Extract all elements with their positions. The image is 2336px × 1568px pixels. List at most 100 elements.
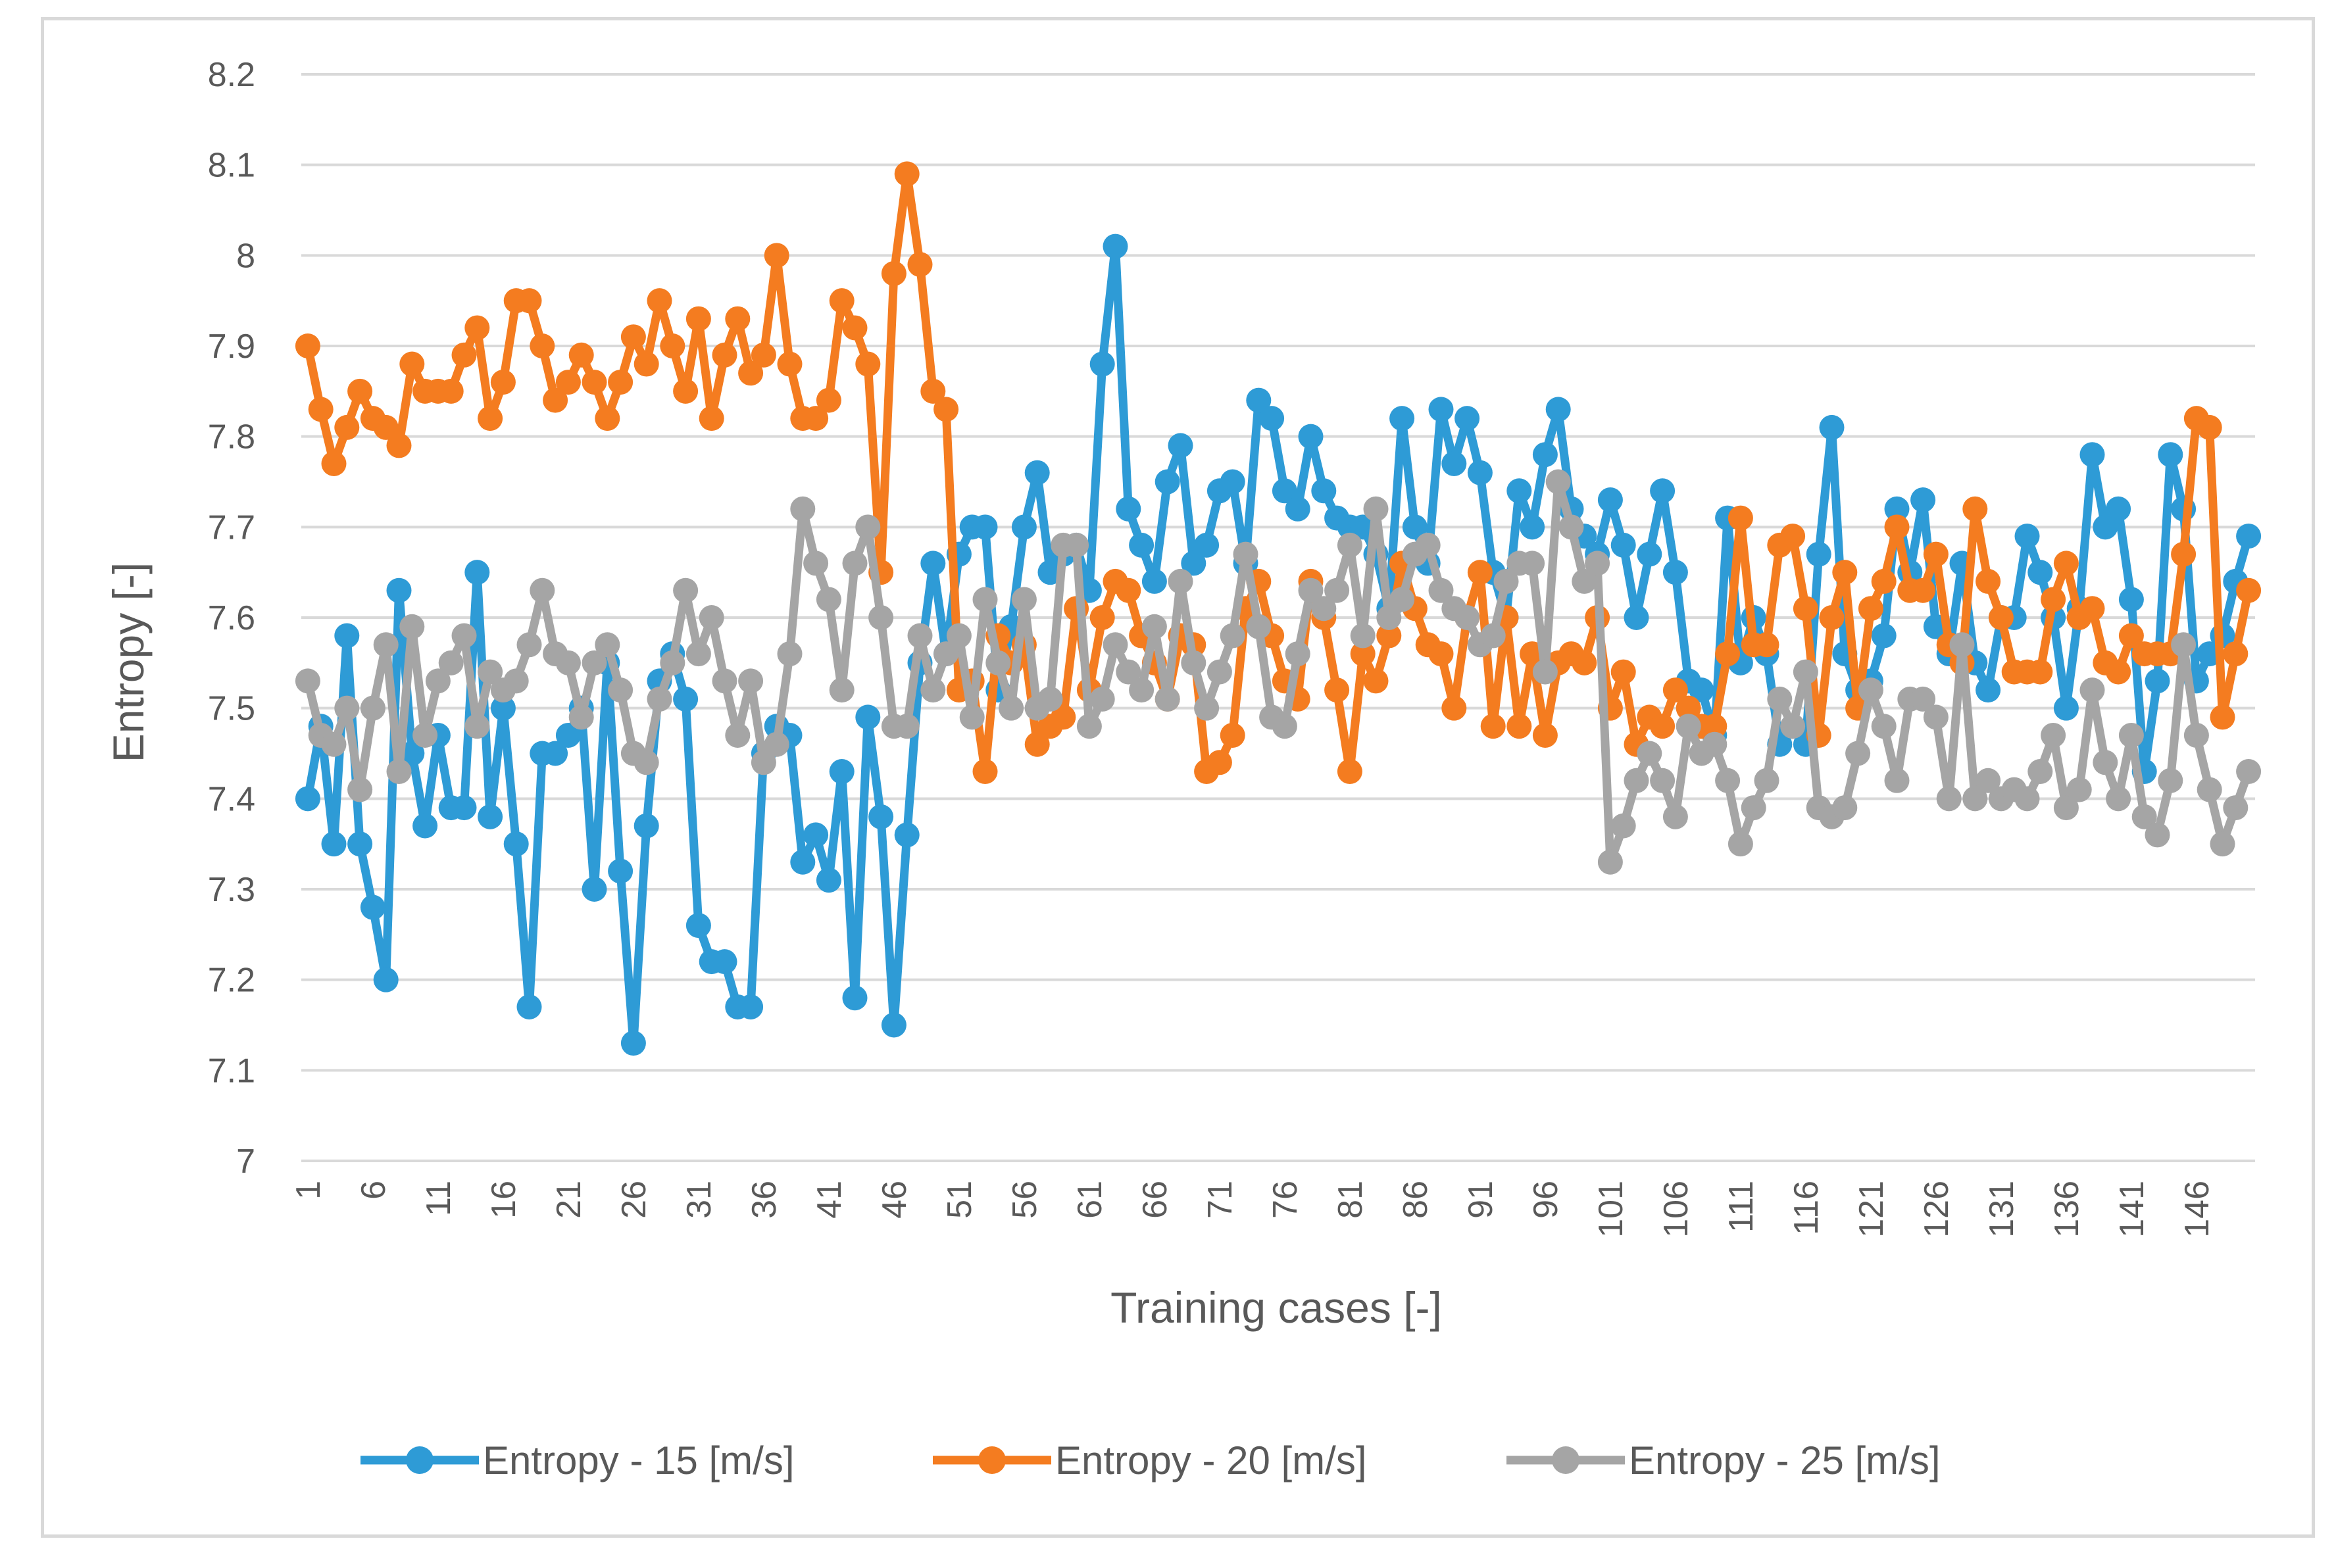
data-point (2236, 577, 2262, 603)
series-3 (295, 469, 2262, 875)
x-tick-label: 1 (289, 1181, 328, 1200)
data-point (1976, 677, 2001, 703)
data-point (1181, 551, 1206, 576)
data-point (1428, 577, 1454, 603)
data-point (1155, 686, 1180, 712)
data-point (2093, 514, 2118, 540)
x-tick-label: 136 (2048, 1181, 2086, 1238)
data-point (1871, 714, 1897, 739)
data-point (999, 695, 1024, 721)
data-point (1585, 551, 1610, 576)
data-point (829, 677, 855, 703)
data-point (543, 741, 568, 766)
y-tick-label: 7 (236, 1142, 255, 1181)
data-point (725, 306, 751, 331)
data-point (321, 731, 347, 757)
data-point (438, 378, 464, 404)
x-tick-label: 141 (2113, 1181, 2151, 1238)
data-point (1545, 469, 1571, 495)
data-point (568, 704, 594, 730)
data-point (1076, 714, 1102, 739)
x-tick-label: 66 (1136, 1181, 1174, 1219)
legend-item: Entropy - 15 [m/s] (360, 1438, 795, 1482)
series-layer (295, 161, 2262, 1056)
data-point (1089, 686, 1115, 712)
data-point (1129, 532, 1155, 558)
data-point (634, 351, 659, 377)
data-point (1923, 704, 1949, 730)
legend-swatch-marker (978, 1446, 1006, 1474)
data-point (1520, 551, 1545, 576)
data-point (530, 577, 555, 603)
data-point (1884, 768, 1910, 793)
data-point (2053, 695, 2079, 721)
data-point (425, 668, 451, 694)
data-point (1597, 849, 1623, 875)
data-point (386, 759, 412, 785)
data-point (1220, 469, 1245, 495)
data-point (1650, 714, 1676, 739)
data-point (595, 632, 620, 658)
data-point (1662, 804, 1688, 829)
data-point (321, 451, 347, 476)
data-point (777, 351, 803, 377)
data-point (764, 243, 789, 268)
x-tick-label: 41 (810, 1181, 849, 1219)
data-point (1324, 577, 1350, 603)
data-point (1572, 568, 1597, 594)
data-point (2131, 804, 2157, 829)
data-point (1819, 605, 1845, 630)
data-point (1558, 514, 1584, 540)
data-point (751, 750, 776, 775)
data-point (1702, 714, 1727, 739)
data-point (490, 695, 516, 721)
data-point (2041, 587, 2066, 612)
data-point (2079, 677, 2105, 703)
data-point (1206, 750, 1232, 775)
data-point (1754, 768, 1779, 793)
data-point (1715, 641, 1741, 667)
data-point (738, 668, 764, 694)
data-point (803, 406, 829, 431)
legend-label: Entropy - 25 [m/s] (1629, 1438, 1941, 1482)
data-point (1624, 605, 1649, 630)
data-point (685, 641, 711, 667)
data-point (1819, 414, 1845, 440)
data-point (1884, 514, 1910, 540)
data-point (1910, 686, 1936, 712)
data-point (620, 324, 646, 350)
data-point (1610, 659, 1636, 685)
data-point (295, 333, 320, 358)
data-point (1402, 514, 1428, 540)
data-point (1884, 496, 1910, 522)
data-point (868, 605, 894, 630)
data-point (1493, 568, 1519, 594)
data-point (2158, 442, 2183, 468)
data-point (412, 722, 438, 748)
data-point (386, 433, 412, 458)
data-point (1480, 623, 1506, 649)
data-point (972, 759, 998, 785)
data-point (1923, 541, 1949, 567)
y-tick-label: 8.1 (208, 147, 255, 185)
y-tick-label: 7.8 (208, 418, 255, 456)
x-tick-label: 61 (1071, 1181, 1109, 1219)
data-point (360, 695, 385, 721)
data-point (555, 370, 581, 395)
data-point (907, 252, 933, 278)
data-point (1467, 560, 1493, 585)
data-point (1337, 759, 1362, 785)
data-point (373, 632, 399, 658)
data-point (1467, 460, 1493, 485)
data-point (699, 406, 724, 431)
x-tick-label: 11 (420, 1181, 458, 1216)
data-point (347, 378, 373, 404)
y-tick-label: 7.3 (208, 871, 255, 909)
x-tick-label: 16 (485, 1181, 523, 1219)
data-point (1637, 741, 1662, 766)
data-point (1103, 632, 1128, 658)
data-point (334, 623, 360, 649)
data-point (347, 777, 373, 802)
data-point (620, 1031, 646, 1056)
x-tick-label: 6 (355, 1181, 393, 1200)
